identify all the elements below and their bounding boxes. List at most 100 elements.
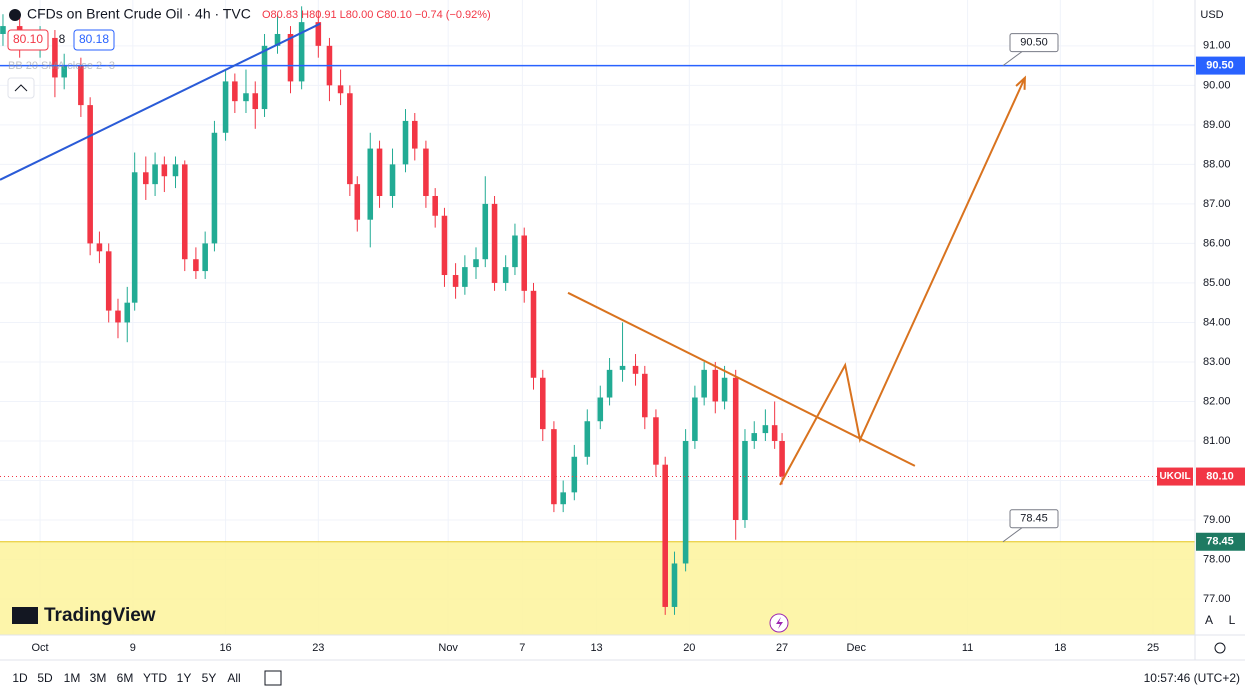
candle-body <box>298 22 305 82</box>
clock: 10:57:46 (UTC+2) <box>1144 671 1240 685</box>
last-price-label: 80.10 <box>1206 470 1234 482</box>
callout-box <box>1009 509 1059 529</box>
x-tick-label: Nov <box>438 642 458 654</box>
buy-price[interactable]: 80.18 <box>79 32 109 46</box>
candle-body <box>161 164 168 177</box>
candle-body <box>287 33 294 82</box>
candle-body <box>211 132 218 244</box>
candle-body <box>52 37 58 78</box>
y-tick-label: 84.00 <box>1203 316 1231 328</box>
candle-body <box>432 195 438 216</box>
candle-body <box>571 456 578 493</box>
candle-body <box>376 148 383 196</box>
y-tick-label: 89.00 <box>1203 119 1231 131</box>
candle-body <box>423 148 429 196</box>
candle-body <box>751 433 758 441</box>
symbol-title: CFDs on Brent Crude Oil · 4h · TVC <box>27 6 251 22</box>
candle-body <box>105 251 112 311</box>
log-scale[interactable]: L <box>1229 613 1236 627</box>
y-tick-label: 86.00 <box>1203 237 1231 249</box>
callout-pointer <box>1002 527 1023 543</box>
candle-body <box>193 259 199 272</box>
candle-body <box>721 377 728 402</box>
candle-body <box>606 369 613 398</box>
range-button[interactable]: 5D <box>37 671 53 685</box>
arrow-head <box>1015 75 1026 90</box>
candle-body <box>560 492 566 505</box>
candle-body <box>597 397 604 422</box>
candle-body <box>202 243 208 272</box>
candle-body <box>701 369 707 398</box>
x-tick-label: 23 <box>312 642 324 654</box>
range-button[interactable]: 3M <box>90 671 107 685</box>
y-tick-label: 82.00 <box>1203 395 1231 407</box>
currency[interactable]: USD <box>1200 9 1223 21</box>
candle-body <box>87 105 93 244</box>
x-tick-label: Oct <box>32 642 49 654</box>
range-button[interactable]: All <box>227 671 240 685</box>
x-tick-label: 7 <box>519 642 525 654</box>
drawing <box>779 77 1026 486</box>
candle-body <box>742 440 748 521</box>
candle-body <box>539 377 546 430</box>
buy-box[interactable] <box>73 29 115 51</box>
y-tick-label: 88.00 <box>1203 158 1231 170</box>
y-tick-label: 77.00 <box>1203 593 1231 605</box>
candle-body <box>462 267 468 287</box>
sell-box[interactable] <box>7 29 49 51</box>
x-tick-label: 25 <box>1147 642 1159 654</box>
candle-body <box>222 81 229 133</box>
collapse-icon <box>14 84 28 92</box>
candle-body <box>502 267 509 283</box>
candle-body <box>762 425 769 434</box>
x-tick-label: 11 <box>962 642 973 654</box>
candle-body <box>653 417 659 465</box>
sell-price[interactable]: 80.10 <box>13 32 43 46</box>
x-tick-label: 18 <box>1054 642 1066 654</box>
candle-body <box>732 377 739 521</box>
range-button[interactable]: 1D <box>12 671 28 685</box>
candle-body <box>261 45 268 110</box>
candle-body <box>662 464 668 607</box>
callout-box <box>1009 33 1059 53</box>
last-price-box <box>1196 467 1245 486</box>
candle-body <box>172 164 179 177</box>
callout-label: 78.45 <box>1020 513 1048 525</box>
indicator-label[interactable]: BB 20 SMA close 2 -3 <box>8 60 115 72</box>
candle-body <box>152 164 158 185</box>
y-tick-label: 90.00 <box>1203 79 1231 91</box>
candle-body <box>692 397 698 441</box>
candle-body <box>441 215 448 276</box>
range-button[interactable]: 1M <box>64 671 81 685</box>
range-button[interactable]: YTD <box>143 671 167 685</box>
y-tick-label: 79.00 <box>1203 514 1231 526</box>
date-range-icon[interactable] <box>264 670 282 686</box>
candle-body <box>473 259 479 268</box>
candle-body <box>96 243 103 252</box>
auto-scale[interactable]: A <box>1205 613 1213 627</box>
candle-body <box>411 120 418 149</box>
drawing <box>567 291 916 467</box>
axis-level-label: 90.50 <box>1206 60 1234 72</box>
settings-icon[interactable] <box>1214 642 1226 654</box>
range-button[interactable]: 5Y <box>202 671 217 685</box>
candle-body <box>632 365 639 374</box>
candle-body <box>512 235 518 268</box>
spread: 8 <box>59 32 66 46</box>
candle-body <box>521 235 528 291</box>
x-tick-label: 9 <box>130 642 136 654</box>
event-glyph <box>776 617 783 629</box>
collapse-button[interactable] <box>7 77 35 99</box>
candle-body <box>779 440 785 477</box>
candle-body <box>232 81 238 102</box>
range-button[interactable]: 1Y <box>177 671 192 685</box>
candle-body <box>181 164 188 260</box>
candle-body <box>131 172 138 303</box>
candle-body <box>61 65 67 78</box>
x-tick-label: 20 <box>683 642 695 654</box>
range-button[interactable]: 6M <box>117 671 134 685</box>
axis-level-box <box>1196 532 1245 551</box>
y-tick-label: 87.00 <box>1203 198 1231 210</box>
candle-body <box>243 93 249 102</box>
